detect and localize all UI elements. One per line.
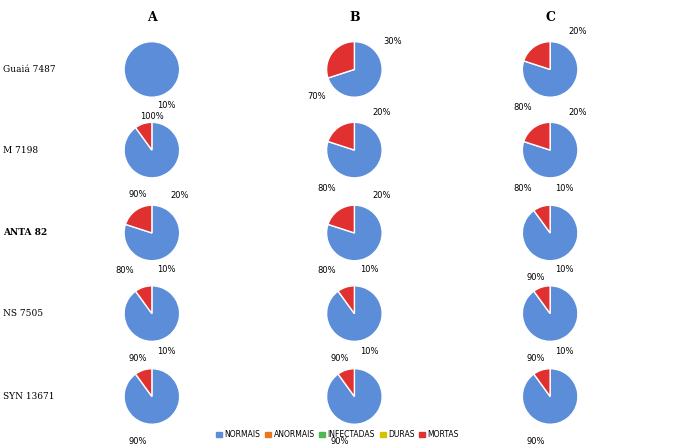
Text: 90%: 90% xyxy=(128,190,146,199)
Wedge shape xyxy=(327,42,354,78)
Text: 80%: 80% xyxy=(115,267,134,276)
Wedge shape xyxy=(328,205,354,233)
Wedge shape xyxy=(522,122,578,178)
Text: Guaiá 7487: Guaiá 7487 xyxy=(3,65,56,74)
Wedge shape xyxy=(328,42,382,97)
Text: ANTA 82: ANTA 82 xyxy=(3,228,48,237)
Text: 20%: 20% xyxy=(373,190,391,199)
Wedge shape xyxy=(327,286,382,341)
Text: 10%: 10% xyxy=(556,347,574,357)
Text: 80%: 80% xyxy=(513,103,532,112)
Text: 80%: 80% xyxy=(317,267,336,276)
Text: 90%: 90% xyxy=(331,353,349,363)
Wedge shape xyxy=(328,122,354,150)
Wedge shape xyxy=(522,369,578,424)
Text: SYN 13671: SYN 13671 xyxy=(3,392,55,401)
Text: 10%: 10% xyxy=(157,347,176,357)
Text: 90%: 90% xyxy=(526,353,545,363)
Wedge shape xyxy=(327,369,382,424)
Text: 10%: 10% xyxy=(360,347,378,357)
Text: M 7198: M 7198 xyxy=(3,146,38,155)
Wedge shape xyxy=(124,369,180,424)
Wedge shape xyxy=(124,122,180,178)
Wedge shape xyxy=(136,122,152,150)
Wedge shape xyxy=(338,286,354,314)
Text: 10%: 10% xyxy=(556,264,574,274)
Wedge shape xyxy=(136,286,152,314)
Text: B: B xyxy=(349,11,360,24)
Text: 90%: 90% xyxy=(128,436,146,446)
Text: 20%: 20% xyxy=(568,108,587,116)
Text: 30%: 30% xyxy=(383,37,402,47)
Text: 20%: 20% xyxy=(170,190,189,199)
Wedge shape xyxy=(524,122,550,150)
Wedge shape xyxy=(124,205,180,261)
Text: 90%: 90% xyxy=(128,353,146,363)
Text: C: C xyxy=(545,11,555,24)
Text: NS 7505: NS 7505 xyxy=(3,309,43,318)
Text: 90%: 90% xyxy=(526,436,545,446)
Wedge shape xyxy=(124,286,180,341)
Wedge shape xyxy=(522,205,578,261)
Wedge shape xyxy=(136,369,152,396)
Text: A: A xyxy=(147,11,157,24)
Wedge shape xyxy=(522,42,578,97)
Wedge shape xyxy=(327,205,382,261)
Wedge shape xyxy=(534,205,550,233)
Wedge shape xyxy=(327,122,382,178)
Wedge shape xyxy=(338,369,354,396)
Text: 100%: 100% xyxy=(140,112,164,121)
Text: 80%: 80% xyxy=(513,184,532,193)
Text: 10%: 10% xyxy=(360,264,378,274)
Legend: NORMAIS, ANORMAIS, INFECTADAS, DURAS, MORTAS: NORMAIS, ANORMAIS, INFECTADAS, DURAS, MO… xyxy=(213,427,462,442)
Wedge shape xyxy=(534,369,550,396)
Text: 70%: 70% xyxy=(307,92,326,102)
Text: 10%: 10% xyxy=(157,264,176,274)
Wedge shape xyxy=(126,205,152,233)
Wedge shape xyxy=(124,42,180,97)
Text: 20%: 20% xyxy=(373,108,391,116)
Text: 20%: 20% xyxy=(568,27,587,36)
Wedge shape xyxy=(534,286,550,314)
Text: 90%: 90% xyxy=(526,273,545,282)
Text: 10%: 10% xyxy=(556,184,574,193)
Text: 90%: 90% xyxy=(331,436,349,446)
Wedge shape xyxy=(524,42,550,69)
Wedge shape xyxy=(522,286,578,341)
Text: 10%: 10% xyxy=(157,101,176,110)
Text: 80%: 80% xyxy=(317,184,336,193)
